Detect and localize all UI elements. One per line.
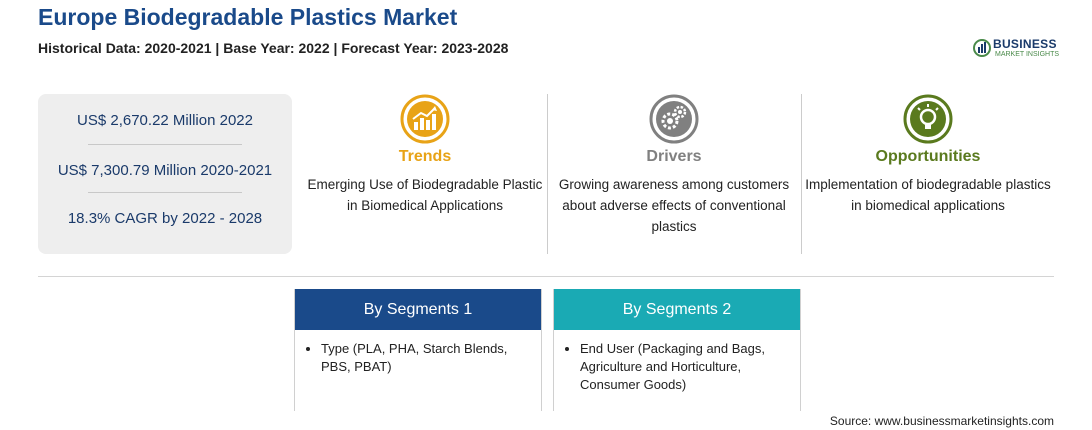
- segment-2-item: End User (Packaging and Bags, Agricultur…: [580, 340, 786, 394]
- stat-divider: [88, 144, 242, 145]
- stat-market-size-2022: US$ 2,670.22 Million 2022: [77, 112, 253, 129]
- section-divider: [38, 276, 1054, 277]
- column-divider: [801, 94, 802, 254]
- segment-card-2: By Segments 2 End User (Packaging and Ba…: [553, 289, 801, 411]
- segment-1-header: By Segments 1: [295, 289, 541, 330]
- stat-market-size-historical: US$ 7,300.79 Million 2020-2021: [57, 162, 273, 179]
- trends-title: Trends: [398, 148, 452, 165]
- logo-main-text: BUSINESS: [993, 37, 1057, 51]
- trends-text: Emerging Use of Biodegradable Plastic in…: [307, 177, 543, 213]
- opportunities-column: Opportunities Implementation of biodegra…: [805, 94, 1051, 254]
- opportunities-text: Implementation of biodegradable plastics…: [805, 177, 1051, 213]
- drivers-text: Growing awareness among customers about …: [558, 177, 790, 234]
- trends-column: Trends Emerging Use of Biodegradable Pla…: [302, 94, 548, 254]
- stat-cagr: 18.3% CAGR by 2022 - 2028: [67, 210, 263, 227]
- stat-divider: [88, 192, 242, 193]
- source-note: Source: www.businessmarketinsights.com: [829, 414, 1054, 428]
- segment-card-1: By Segments 1 Type (PLA, PHA, Starch Ble…: [294, 289, 542, 411]
- gears-icon: [649, 94, 699, 144]
- logo-globe-icon: [973, 39, 991, 57]
- lightbulb-icon: [903, 94, 953, 144]
- brand-logo: BUSINESS MARKET INSIGHTS: [973, 36, 1063, 62]
- stats-panel: US$ 2,670.22 Million 2022 US$ 7,300.79 M…: [38, 94, 292, 254]
- column-divider: [547, 94, 548, 254]
- segment-1-item: Type (PLA, PHA, Starch Blends, PBS, PBAT…: [321, 340, 527, 376]
- page-title: Europe Biodegradable Plastics Market: [38, 4, 458, 30]
- page-subtitle: Historical Data: 2020-2021 | Base Year: …: [38, 40, 509, 56]
- drivers-title: Drivers: [646, 148, 702, 165]
- logo-sub-text: MARKET INSIGHTS: [995, 51, 1060, 58]
- drivers-column: Drivers Growing awareness among customer…: [551, 94, 797, 254]
- segment-2-header: By Segments 2: [554, 289, 800, 330]
- growth-chart-icon: [400, 94, 450, 144]
- opportunities-title: Opportunities: [875, 148, 981, 165]
